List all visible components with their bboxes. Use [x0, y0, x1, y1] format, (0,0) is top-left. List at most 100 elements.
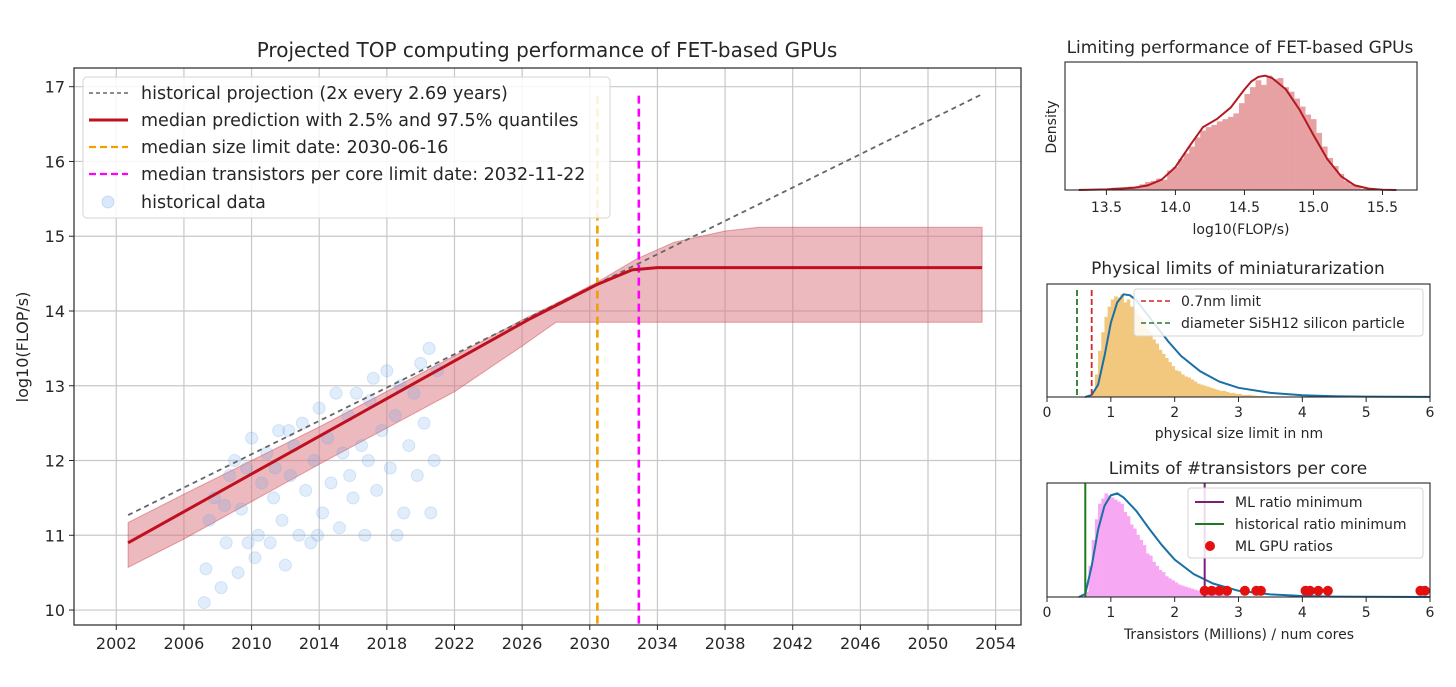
histogram-bar [1123, 512, 1128, 597]
histogram-bar [1101, 498, 1105, 597]
histogram-bar [1161, 353, 1166, 397]
histogram-bar [1327, 158, 1334, 190]
histogram-bar [1133, 309, 1137, 397]
historical-data-point [311, 528, 325, 542]
x-tick-label: 6 [1426, 405, 1435, 421]
histogram-bar [1091, 540, 1096, 597]
histogram-bar [1310, 119, 1317, 190]
historical-data-point [292, 528, 306, 542]
histogram-bar [1203, 385, 1207, 397]
histogram-bar [1155, 343, 1160, 397]
histogram-bar [1233, 113, 1240, 190]
histogram-bar [1088, 565, 1092, 597]
histogram-bar [1305, 114, 1312, 190]
histogram-bar [1178, 159, 1185, 190]
histogram-bar [1232, 392, 1236, 397]
historical-data-point [278, 558, 292, 572]
histogram-bar [1174, 370, 1179, 397]
histogram-bar [1343, 180, 1350, 190]
historical-data-point [202, 513, 216, 527]
main-y-ticks: 10 11 12 13 14 15 16 17 [45, 78, 74, 620]
historical-data-point [275, 513, 289, 527]
histogram-bar [1139, 540, 1144, 597]
histogram-bar [1228, 392, 1233, 397]
histogram-bar [1197, 590, 1201, 597]
historical-data-point [375, 424, 389, 438]
x-tick-label: 2022 [434, 634, 475, 653]
histogram-bar [1288, 91, 1295, 190]
historical-data-point [304, 536, 318, 550]
histogram-bar [1107, 495, 1112, 597]
y-tick-label: 14 [45, 302, 65, 321]
histogram-bar [1241, 394, 1246, 397]
histogram-bar [1165, 576, 1169, 597]
histogram-bar [1244, 94, 1251, 190]
x-tick-label: 2026 [502, 634, 543, 653]
size-legend-label-particle: diameter Si5H12 silicon particle [1181, 316, 1405, 332]
trans-legend-swatch-gpu [1205, 541, 1215, 551]
histogram-bar [1190, 588, 1195, 597]
y-tick-label: 16 [45, 152, 65, 171]
x-tick-label: 2046 [840, 634, 881, 653]
histogram-bar [1200, 384, 1204, 397]
histogram-bar [1238, 393, 1242, 397]
trans-x-axis-label: Transistors (Millions) / num cores [1123, 627, 1354, 643]
perf-kde [1078, 74, 1397, 191]
x-tick-label: 14.0 [1160, 200, 1191, 216]
historical-data-point [228, 454, 242, 468]
y-tick-label: 13 [45, 377, 65, 396]
x-tick-label: 4 [1298, 405, 1307, 421]
trans-legend: ML ratio minimum historical ratio minimu… [1187, 487, 1424, 559]
x-tick-label: 5 [1362, 605, 1371, 621]
historical-data-point [299, 483, 313, 497]
historical-data-point [380, 364, 394, 378]
historical-data-point [361, 454, 375, 468]
historical-data-point [248, 551, 262, 565]
x-tick-label: 2014 [299, 634, 340, 653]
histogram-bar [1190, 379, 1195, 397]
historical-data-point [417, 416, 431, 430]
histogram-bar [1161, 572, 1166, 597]
historical-data-point [255, 476, 269, 490]
histogram-bar [1091, 391, 1096, 397]
size-legend: 0.7nm limit diameter Si5H12 silicon part… [1133, 288, 1424, 337]
historical-data-point [370, 483, 384, 497]
histogram-bar [1094, 519, 1099, 597]
histogram-bar [1145, 329, 1150, 397]
size-x-ticks: 0 1 2 3 4 5 6 [1043, 397, 1435, 421]
histogram-bar [1158, 349, 1163, 397]
histogram-bar [1222, 390, 1227, 397]
histogram-bar [1133, 528, 1137, 597]
historical-data-point [245, 431, 259, 445]
histogram-bar [1167, 170, 1173, 190]
histogram-bar [1227, 116, 1234, 190]
historical-data-point [324, 476, 338, 490]
histogram-bar [1114, 296, 1118, 397]
historical-data-point [272, 424, 286, 438]
histogram-bar [1251, 395, 1255, 397]
histogram-bar [1189, 146, 1196, 190]
historical-data-point [241, 536, 255, 550]
histogram-bar [1212, 593, 1217, 597]
histogram-bar [1126, 516, 1131, 597]
histogram-bar [1098, 503, 1102, 597]
x-tick-label: 2 [1170, 405, 1179, 421]
trans-legend-label-gpu: ML GPU ratios [1235, 539, 1333, 555]
historical-data-point [234, 502, 248, 516]
histogram-bar [1200, 130, 1207, 190]
histogram-bar [1145, 553, 1150, 597]
historical-data-point [197, 596, 211, 610]
historical-data-point [424, 506, 438, 520]
histogram-bar [1104, 493, 1108, 597]
trans-fit-line [1078, 492, 1431, 598]
trans-legend-label-ml: ML ratio minimum [1235, 495, 1363, 511]
histogram-bar [1360, 188, 1367, 190]
histogram-bar [1120, 503, 1124, 597]
histogram-bar [1238, 103, 1245, 190]
histogram-bar [1222, 594, 1227, 597]
historical-data-point [219, 536, 233, 550]
historical-data-point [397, 506, 411, 520]
histogram-bar [1193, 381, 1198, 397]
historical-data-point [218, 498, 232, 512]
